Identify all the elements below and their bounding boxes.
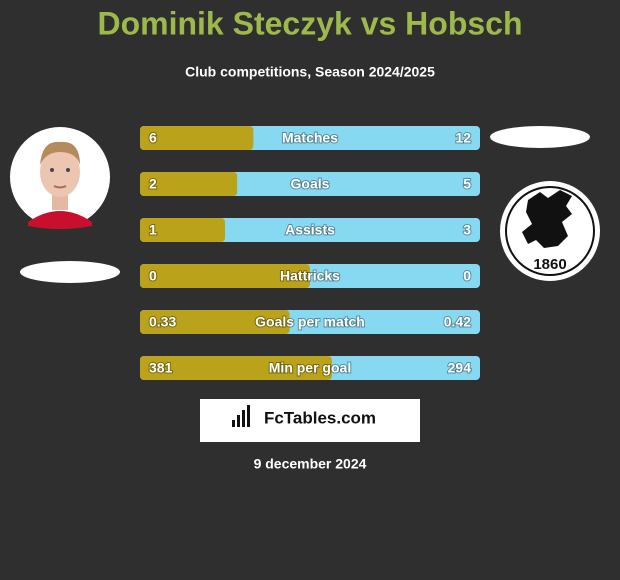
stat-rows: Matches 6 12 Goals 2 5 Assists 1 3 Hattricks 0 0 Goa… xyxy=(140,126,480,380)
logo-icon xyxy=(232,405,250,427)
stat-label: Goals xyxy=(291,176,330,192)
bar-left xyxy=(140,310,290,334)
left-value: 0.33 xyxy=(149,314,176,330)
right-value: 3 xyxy=(463,222,471,238)
title: Dominik Steczyk vs Hobsch xyxy=(97,5,522,41)
left-value: 2 xyxy=(149,176,157,192)
right-value: 5 xyxy=(463,176,471,192)
stat-label: Matches xyxy=(282,130,338,146)
bar-left xyxy=(140,264,310,288)
bar-left xyxy=(140,172,238,196)
stat-label: Assists xyxy=(285,222,335,238)
club-badge: 1860 xyxy=(500,181,600,281)
right-value: 294 xyxy=(448,360,472,376)
right-value: 0.42 xyxy=(444,314,471,330)
left-value: 6 xyxy=(149,130,157,146)
stat-label: Min per goal xyxy=(269,360,351,376)
logo-box xyxy=(200,399,420,442)
placeholder-ellipse xyxy=(490,126,590,148)
player-photo xyxy=(10,127,110,229)
placeholder-ellipse xyxy=(20,261,120,283)
date: 9 december 2024 xyxy=(254,456,367,472)
left-value: 1 xyxy=(149,222,157,238)
bar-left xyxy=(140,218,225,242)
logo-text: FcTables.com xyxy=(264,408,376,427)
right-value: 0 xyxy=(463,268,471,284)
subtitle: Club competitions, Season 2024/2025 xyxy=(185,64,435,80)
left-value: 381 xyxy=(149,360,173,376)
bar-left xyxy=(140,126,254,150)
right-value: 12 xyxy=(455,130,471,146)
badge-text: 1860 xyxy=(533,256,566,273)
stat-label: Hattricks xyxy=(280,268,340,284)
left-value: 0 xyxy=(149,268,157,284)
bar-left xyxy=(140,356,332,380)
stat-label: Goals per match xyxy=(255,314,365,330)
